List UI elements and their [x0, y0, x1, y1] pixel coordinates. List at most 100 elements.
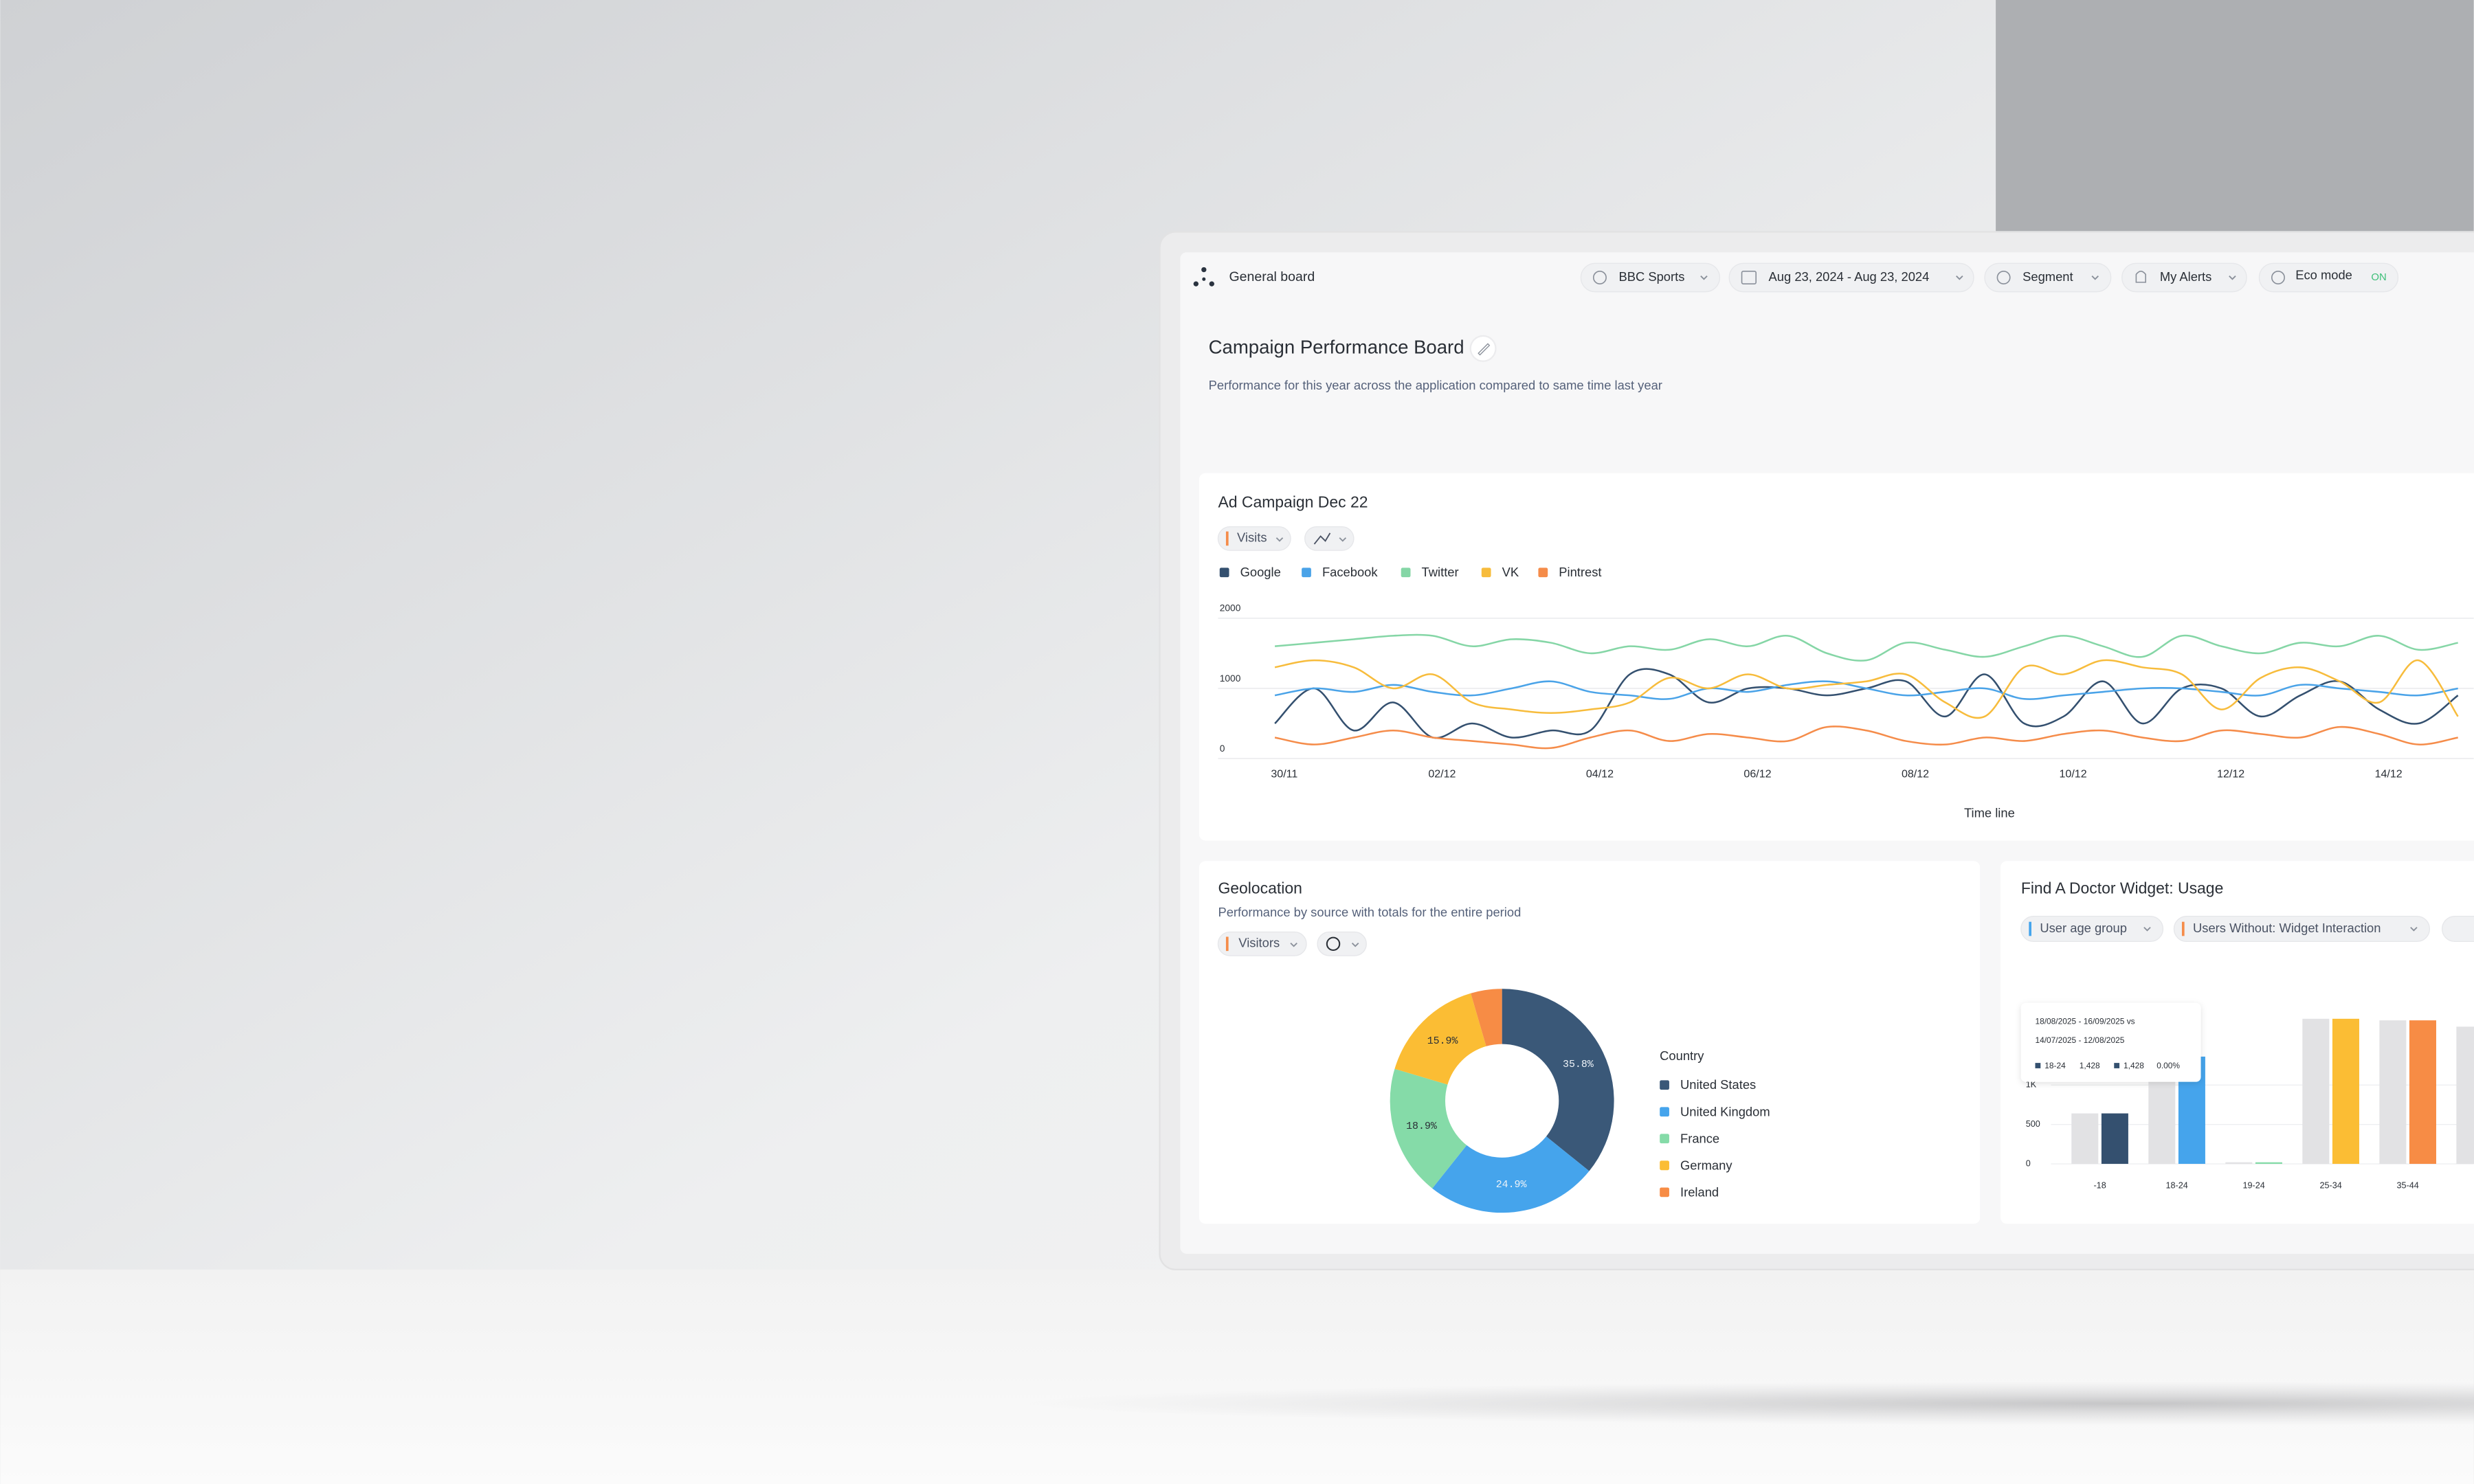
chevron — [2091, 276, 2099, 280]
x-tick-label: 14/12 — [2375, 767, 2403, 780]
bar — [2379, 1020, 2407, 1165]
legend-label: VK — [1502, 565, 1519, 579]
page-subtitle: Performance for this year across the app… — [1209, 378, 1662, 392]
eco-icon — [2271, 271, 2285, 284]
series-line — [1274, 668, 2459, 739]
chevron — [1956, 276, 1963, 280]
chart-type-select[interactable] — [1304, 526, 1355, 551]
chevron — [1275, 537, 1284, 542]
chevron — [1339, 537, 1347, 542]
legend-label: United Kingdom — [1680, 1104, 1770, 1118]
widget-title: Find A Doctor Widget: Usage — [2021, 879, 2224, 897]
slice-label: 15.9% — [1427, 1036, 1458, 1047]
legend-swatch — [1481, 567, 1491, 578]
filter-label[interactable]: BBC Sports — [1618, 269, 1684, 284]
x-tick-label: 25-34 — [2320, 1180, 2342, 1190]
x-tick-label: 19-24 — [2243, 1180, 2265, 1190]
slice-label: 18.9% — [1406, 1121, 1437, 1132]
legend-label: France — [1680, 1131, 1719, 1145]
tooltip-category: 18-24 — [2044, 1061, 2066, 1070]
y-tick-label: 0 — [2026, 1158, 2031, 1168]
bar — [2071, 1113, 2099, 1165]
metric-select[interactable] — [1217, 526, 1291, 551]
legend-swatch — [1219, 567, 1229, 578]
pie-icon — [1326, 936, 1341, 952]
legend-title: Country — [1660, 1048, 1704, 1063]
donut-chart: 35.8% United States 24.9% United Kingdom 18.… — [1390, 989, 1770, 1213]
legend-swatch — [1660, 1187, 1669, 1198]
metric-label[interactable]: Visits — [1237, 530, 1267, 545]
group-select[interactable] — [2020, 915, 2164, 943]
x-tick-label: 12/12 — [2217, 767, 2244, 780]
filter-label[interactable]: My Alerts — [2160, 269, 2212, 284]
legend-swatch — [1660, 1134, 1669, 1144]
filter-label[interactable]: Segment — [2022, 269, 2073, 284]
tooltip-current: 1,428 — [2080, 1061, 2100, 1070]
filter-pill[interactable] — [1728, 262, 1974, 293]
tooltip-change: 0.00% — [2157, 1061, 2180, 1070]
slice-label: 24.9% — [1496, 1180, 1527, 1191]
bar — [2302, 1018, 2330, 1165]
filter-label[interactable]: Eco mode — [2295, 268, 2352, 282]
bar — [2101, 1113, 2128, 1165]
bar — [2225, 1162, 2253, 1165]
tooltip-previous: 1,428 — [2124, 1061, 2144, 1070]
line-chart: 0 1000 2000 30/11 02/12 04/12 06/12 08/12 10/12 1… — [1218, 565, 2474, 820]
legend-label: Pintrest — [1559, 565, 1601, 579]
bar — [2456, 1026, 2474, 1165]
line-icon — [1313, 532, 1331, 545]
series-line — [1274, 633, 2458, 662]
eco-status: ON — [2371, 271, 2386, 283]
legend-label: Google — [1240, 565, 1281, 579]
metric-label[interactable]: Visitors — [1238, 936, 1280, 950]
legend-swatch — [1660, 1160, 1669, 1171]
filter-pill[interactable] — [1984, 262, 2112, 293]
legend-swatch — [1538, 567, 1548, 578]
page-title: Campaign Performance Board — [1209, 337, 1464, 358]
tooltip-box — [2020, 1002, 2201, 1082]
tooltip: 18/08/2025 - 16/09/2025 vs 14/07/2025 - … — [2020, 1002, 2201, 1082]
metric-marker — [1225, 936, 1229, 952]
backdrop-block — [1996, 0, 2474, 232]
globe-icon — [1592, 271, 1607, 284]
floor-shadow — [1025, 1381, 2474, 1426]
x-tick-label: -18 — [2093, 1180, 2106, 1190]
tooltip-compare-period: 14/07/2025 - 12/08/2025 — [2035, 1035, 2124, 1045]
x-tick-label: 30/11 — [1271, 767, 1297, 780]
y-tick-label: 2000 — [1220, 603, 1241, 614]
filter-pill[interactable] — [2258, 262, 2399, 293]
floor — [0, 1269, 2474, 1484]
group-label[interactable]: User age group — [2040, 921, 2127, 935]
donut-slice — [1502, 989, 1614, 1171]
board-name[interactable]: General board — [1229, 269, 1315, 284]
x-tick-label: 35-44 — [2397, 1180, 2419, 1190]
widget-subtitle: Performance by source with totals for th… — [1218, 905, 1521, 919]
filter-pill[interactable] — [1580, 262, 1721, 293]
legend-swatch — [1660, 1080, 1669, 1090]
filter-label[interactable]: Aug 23, 2024 - Aug 23, 2024 — [1769, 269, 1930, 284]
legend-swatch — [1660, 1107, 1669, 1117]
widget-title: Geolocation — [1218, 879, 1302, 897]
tooltip-period: 18/08/2025 - 16/09/2025 vs — [2035, 1017, 2135, 1026]
series-line — [1274, 726, 2458, 750]
metric-select[interactable] — [1217, 931, 1307, 956]
segment-label[interactable]: Users Without: Widget Interaction — [2193, 921, 2381, 935]
bar — [2255, 1162, 2282, 1165]
chevron — [1290, 943, 1297, 947]
chevron — [1351, 943, 1359, 947]
segment-select[interactable] — [2173, 915, 2431, 943]
legend-label: Twitter — [1422, 565, 1459, 579]
chart-type-select[interactable] — [1317, 931, 1367, 956]
legend-label: Ireland — [1680, 1184, 1719, 1199]
chevron — [2410, 927, 2418, 932]
legend-label: Germany — [1680, 1158, 1732, 1172]
chevron — [2143, 927, 2151, 932]
group-marker — [2029, 921, 2031, 936]
filter-pill[interactable] — [2121, 262, 2247, 293]
bar — [2409, 1020, 2436, 1165]
x-axis-title: Time line — [1964, 805, 2015, 820]
legend-label: Facebook — [1322, 565, 1378, 579]
legend-swatch — [1401, 567, 1411, 578]
filter-button[interactable] — [2442, 915, 2474, 943]
